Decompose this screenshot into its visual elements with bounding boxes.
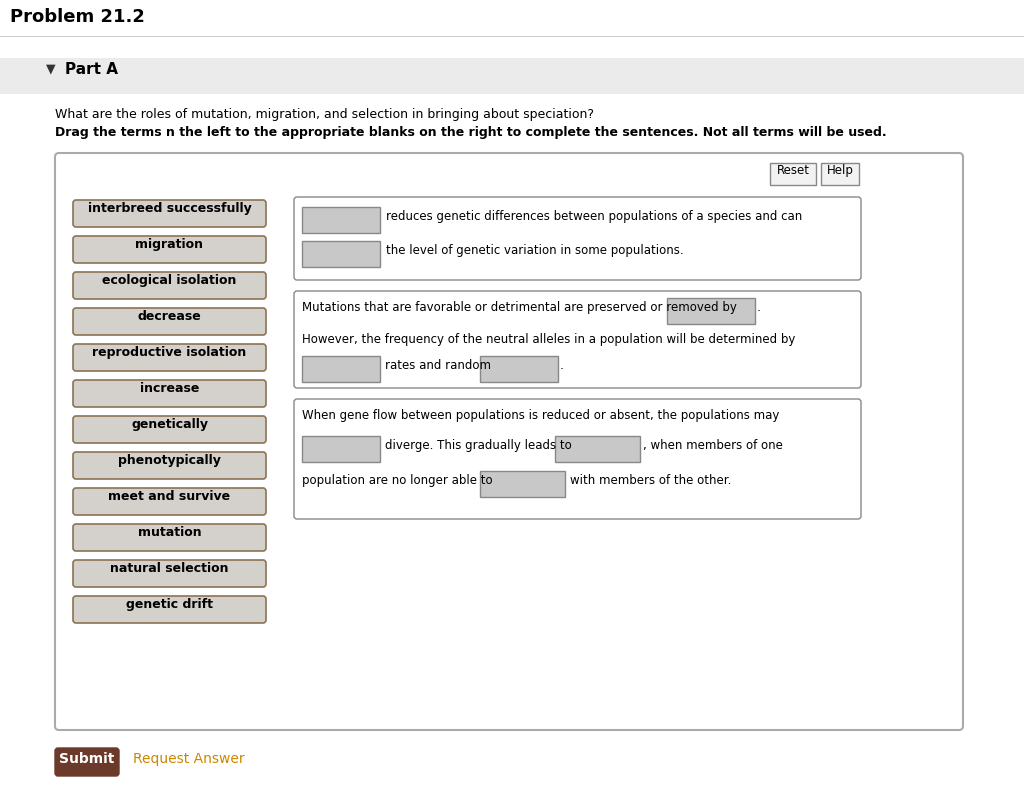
Text: diverge. This gradually leads to: diverge. This gradually leads to	[385, 439, 571, 452]
Text: reproductive isolation: reproductive isolation	[92, 346, 247, 359]
FancyBboxPatch shape	[73, 344, 266, 371]
Text: migration: migration	[135, 238, 204, 251]
Bar	[555, 436, 640, 462]
FancyBboxPatch shape	[73, 272, 266, 299]
FancyBboxPatch shape	[73, 596, 266, 623]
Text: interbreed successfully: interbreed successfully	[88, 202, 251, 215]
FancyBboxPatch shape	[73, 524, 266, 551]
Text: decrease: decrease	[137, 310, 202, 323]
Bar	[480, 356, 558, 382]
Text: Reset: Reset	[776, 164, 810, 177]
Text: ▼: ▼	[46, 62, 55, 75]
Bar	[0, 58, 1024, 94]
Text: rates and random: rates and random	[385, 359, 490, 372]
Bar	[302, 356, 380, 382]
Bar	[821, 163, 859, 185]
Text: the level of genetic variation in some populations.: the level of genetic variation in some p…	[386, 244, 684, 257]
FancyBboxPatch shape	[73, 560, 266, 587]
FancyBboxPatch shape	[55, 748, 119, 776]
Bar	[770, 163, 816, 185]
Text: Part A: Part A	[65, 62, 118, 77]
Text: genetic drift: genetic drift	[126, 598, 213, 611]
FancyBboxPatch shape	[73, 200, 266, 227]
FancyBboxPatch shape	[73, 308, 266, 335]
Text: Submit: Submit	[59, 752, 115, 766]
FancyBboxPatch shape	[294, 291, 861, 388]
Text: What are the roles of mutation, migration, and selection in bringing about speci: What are the roles of mutation, migratio…	[55, 108, 594, 121]
Text: Drag the terms n the left to the appropriate blanks on the right to complete the: Drag the terms n the left to the appropr…	[55, 126, 887, 139]
FancyBboxPatch shape	[73, 452, 266, 479]
Bar	[302, 436, 380, 462]
Text: natural selection: natural selection	[111, 562, 228, 575]
FancyBboxPatch shape	[73, 416, 266, 443]
Bar	[667, 298, 755, 324]
FancyBboxPatch shape	[294, 399, 861, 519]
Text: ecological isolation: ecological isolation	[102, 274, 237, 287]
Text: However, the frequency of the neutral alleles in a population will be determined: However, the frequency of the neutral al…	[302, 333, 796, 346]
Bar	[302, 207, 380, 233]
Text: , when members of one: , when members of one	[643, 439, 783, 452]
FancyBboxPatch shape	[73, 488, 266, 515]
Text: reduces genetic differences between populations of a species and can: reduces genetic differences between popu…	[386, 210, 802, 223]
Text: Request Answer: Request Answer	[133, 752, 245, 766]
Text: population are no longer able to: population are no longer able to	[302, 474, 493, 487]
Bar	[0, 36, 1024, 37]
Text: .: .	[757, 301, 761, 314]
Text: mutation: mutation	[137, 526, 202, 539]
FancyBboxPatch shape	[294, 197, 861, 280]
FancyBboxPatch shape	[73, 380, 266, 407]
Text: meet and survive: meet and survive	[109, 490, 230, 503]
Text: When gene flow between populations is reduced or absent, the populations may: When gene flow between populations is re…	[302, 409, 779, 422]
Text: .: .	[560, 359, 564, 372]
Bar	[302, 241, 380, 267]
Text: increase: increase	[140, 382, 200, 395]
Text: genetically: genetically	[131, 418, 208, 431]
Text: Help: Help	[826, 164, 853, 177]
FancyBboxPatch shape	[73, 236, 266, 263]
Text: phenotypically: phenotypically	[118, 454, 221, 467]
Text: Mutations that are favorable or detrimental are preserved or removed by: Mutations that are favorable or detrimen…	[302, 301, 737, 314]
Text: Problem 21.2: Problem 21.2	[10, 8, 144, 26]
Bar	[480, 471, 565, 497]
Text: with members of the other.: with members of the other.	[570, 474, 731, 487]
FancyBboxPatch shape	[55, 153, 963, 730]
